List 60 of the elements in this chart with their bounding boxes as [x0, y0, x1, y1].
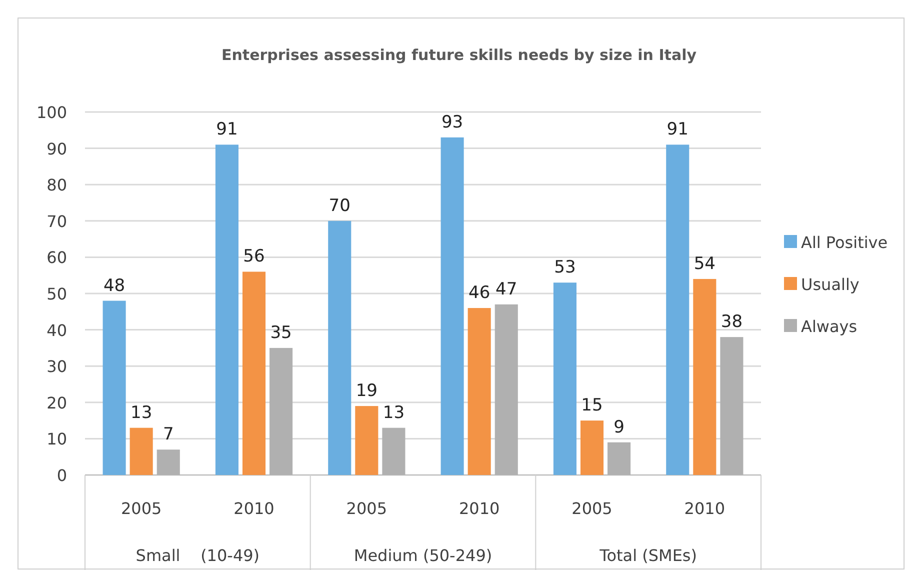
y-tick-label: 100 — [36, 103, 67, 122]
data-label: 93 — [441, 112, 464, 132]
data-label: 13 — [382, 402, 405, 423]
bar — [270, 348, 293, 475]
bar — [494, 304, 518, 475]
bar — [382, 428, 406, 475]
x-tick-label: 2005 — [572, 499, 612, 518]
data-label: 47 — [496, 279, 518, 300]
bar — [468, 308, 491, 475]
data-label: 48 — [103, 276, 126, 296]
bar — [328, 220, 352, 475]
bar — [215, 144, 238, 475]
y-tick-label: 10 — [46, 430, 67, 449]
data-label: 38 — [720, 312, 743, 332]
data-label: 46 — [468, 283, 490, 304]
bar — [666, 144, 690, 475]
data-label: 91 — [666, 120, 688, 140]
bar — [693, 278, 716, 475]
data-label: 9 — [614, 417, 624, 438]
y-tick-label: 40 — [46, 320, 67, 340]
data-label: 56 — [243, 246, 265, 267]
bar — [608, 442, 631, 475]
bar — [102, 300, 126, 475]
legend-label: Usually — [801, 275, 860, 294]
bar — [130, 428, 153, 475]
data-label: 70 — [328, 196, 350, 216]
bar — [355, 406, 378, 475]
text: Medium (50-249) — [354, 546, 492, 565]
x-tick-label: 2010 — [458, 499, 500, 518]
bar — [156, 450, 180, 475]
y-tick-label: 20 — [46, 393, 67, 412]
bar — [242, 272, 266, 475]
y-tick-label: 60 — [46, 248, 67, 268]
legend-label: All Positive — [801, 233, 888, 252]
chart-title: Enterprises assessing future skills needs by size in Italy — [222, 46, 697, 64]
data-label: 13 — [130, 402, 152, 423]
y-tick-label: 50 — [46, 284, 67, 304]
y-tick-label: 30 — [46, 357, 67, 376]
bar — [580, 420, 604, 475]
data-label: 53 — [554, 258, 576, 278]
bar — [440, 137, 464, 475]
y-tick-label: 70 — [46, 212, 67, 231]
y-tick-label: 0 — [56, 466, 67, 485]
data-label: 15 — [581, 396, 603, 416]
x-tick-label: 2010 — [234, 499, 274, 518]
data-label: 7 — [162, 424, 174, 445]
text: Small (10-49) — [136, 546, 260, 565]
bar — [553, 282, 576, 475]
data-label: 54 — [694, 254, 716, 274]
y-tick-label: 80 — [46, 176, 67, 195]
data-label: 19 — [356, 381, 378, 402]
data-label: 35 — [270, 322, 292, 343]
text: Total (SMEs) — [598, 546, 698, 565]
legend-label: Always — [801, 317, 858, 336]
bar — [720, 337, 744, 475]
x-tick-label: 2005 — [120, 499, 162, 518]
y-tick-label: 90 — [46, 139, 67, 158]
x-tick-label: 2010 — [684, 499, 726, 518]
data-label: 91 — [216, 120, 238, 140]
x-tick-label: 2005 — [346, 499, 388, 518]
